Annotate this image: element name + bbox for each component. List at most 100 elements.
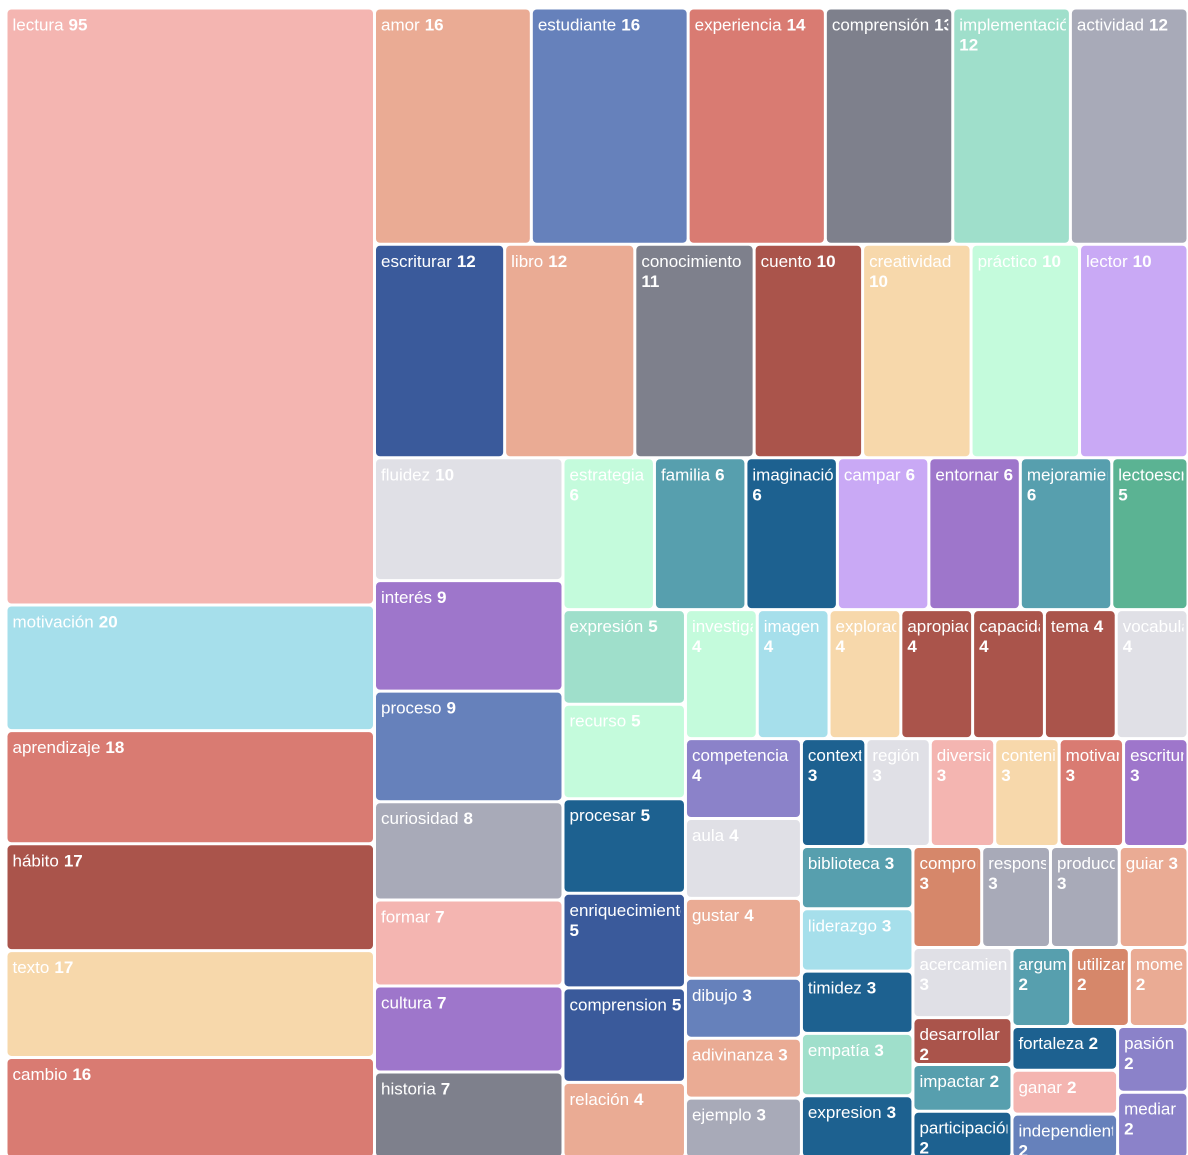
cell-value: 12 [1149, 16, 1168, 35]
cell-label: experiencia 14 [695, 16, 806, 35]
cell-rect [375, 987, 562, 1071]
cell-rect [7, 1058, 373, 1155]
cell-label: cambio 16 [13, 1065, 92, 1084]
cell-value: 3 [919, 874, 928, 893]
cell-rect [375, 901, 562, 985]
cell-name: dibujo [692, 986, 737, 1005]
cell-rect [375, 1073, 562, 1155]
cell-name: actividad [1077, 16, 1144, 35]
cell-rect [930, 459, 1019, 609]
cell: comprension 5 [564, 989, 684, 1081]
cell-name: responsabilidad [988, 854, 1107, 873]
cell-name: lectura [13, 16, 65, 35]
cell-value: 12 [457, 252, 476, 271]
cell-label: desarrollar 2 [919, 1025, 1000, 1064]
cell: cultura 7 [375, 987, 562, 1071]
cell-value: 2 [1067, 1078, 1076, 1097]
cell: liderazgo 3 [802, 910, 912, 970]
cell-label: lectura 95 [13, 16, 88, 35]
cell-rect [802, 848, 912, 908]
cell-rect [375, 803, 562, 899]
cell-rect [689, 9, 824, 243]
cell-label: impactar 2 [919, 1072, 999, 1091]
cell-label: compromiso 3 [919, 854, 1012, 893]
cell-value: 12 [548, 252, 567, 271]
cell: contexto 3 [802, 740, 872, 846]
cell-label: libro 12 [511, 252, 567, 271]
cell: proceso 9 [375, 692, 562, 801]
cell: aula 4 [686, 820, 800, 897]
cell-value: 8 [463, 809, 472, 828]
cell-rect [802, 972, 912, 1032]
cell-name: expresión [569, 617, 643, 636]
cell-name: diversidad [937, 746, 1015, 765]
cell: región 3 [867, 740, 929, 846]
cell-label: imagen 4 [764, 617, 820, 656]
cell-name: comprensión [832, 16, 929, 35]
cell-value: 2 [1124, 1054, 1133, 1073]
cell-rect [1113, 459, 1187, 609]
cell-rect [914, 1112, 1011, 1155]
cell: creatividad 10 [864, 245, 970, 457]
cell-name: implementación [959, 16, 1078, 35]
cell-value: 10 [1042, 252, 1061, 271]
cell-value: 6 [752, 485, 761, 504]
cell-label: mejoramiento 6 [1027, 465, 1130, 504]
cell-label: estudiante 16 [538, 16, 640, 35]
cell-rect [931, 740, 994, 846]
cell: vocabulario4 [1117, 611, 1188, 738]
cell-value: 18 [105, 738, 124, 757]
cell-name: producción [1057, 854, 1140, 873]
cell-name: contexto [808, 746, 872, 765]
cell-name: adivinanza [692, 1046, 774, 1065]
cell: empatía 3 [802, 1034, 912, 1095]
cell-name: contenido [1001, 746, 1075, 765]
cell-name: tema [1051, 617, 1089, 636]
cell-rect [564, 611, 684, 703]
cell: texto 17 [7, 952, 373, 1056]
cell-value: 16 [72, 1065, 91, 1084]
cell: libro 12 [506, 245, 634, 457]
cell-label: práctico 10 [978, 252, 1061, 271]
cell-label: apropiación 4 [907, 617, 995, 656]
cell-value: 2 [1136, 975, 1145, 994]
cell-label: vocabulario4 [1123, 617, 1188, 656]
cell-value: 4 [907, 637, 917, 656]
cell-name: gustar [692, 906, 740, 925]
cell-name: cultura [381, 994, 433, 1013]
cell-name: experiencia [695, 16, 782, 35]
cell-rect [1045, 611, 1115, 738]
cell: curiosidad 8 [375, 803, 562, 899]
cell-name: exploración [836, 617, 923, 636]
cell: momento2 [1130, 949, 1187, 1025]
cell-label: competencia 4 [692, 746, 789, 785]
cell-label: amor 16 [381, 16, 444, 35]
cell-rect [375, 245, 504, 457]
cell: expresion 3 [802, 1097, 912, 1155]
cell-rect [830, 611, 900, 738]
cell-rect [1119, 1027, 1187, 1091]
cell-label: cuento 10 [761, 252, 836, 271]
cell-rect [686, 1039, 800, 1097]
cell: expresión 5 [564, 611, 684, 703]
cell-name: vocabulario [1123, 617, 1188, 636]
cell-value: 10 [1133, 252, 1152, 271]
cell: práctico 10 [972, 245, 1079, 457]
cell-value: 4 [764, 637, 774, 656]
cell-name: texto [13, 958, 50, 977]
cell-name: empatía [808, 1041, 870, 1060]
cell-name: compromiso [919, 854, 1012, 873]
cell-rect [564, 800, 684, 892]
cell-label: expresión 5 [569, 617, 657, 636]
cell: contenido 3 [996, 740, 1075, 846]
cell: procesar 5 [564, 800, 684, 892]
cell-label: fluidez 10 [381, 465, 454, 484]
cell-label: texto 17 [13, 958, 74, 977]
cell-label: familia 6 [661, 465, 725, 484]
cell-label: historia 7 [381, 1080, 450, 1099]
cell-label: empatía 3 [808, 1041, 884, 1060]
cell-value: 6 [1027, 485, 1036, 504]
cell: mejoramiento 6 [1021, 459, 1130, 609]
cell-label: lector 10 [1086, 252, 1152, 271]
